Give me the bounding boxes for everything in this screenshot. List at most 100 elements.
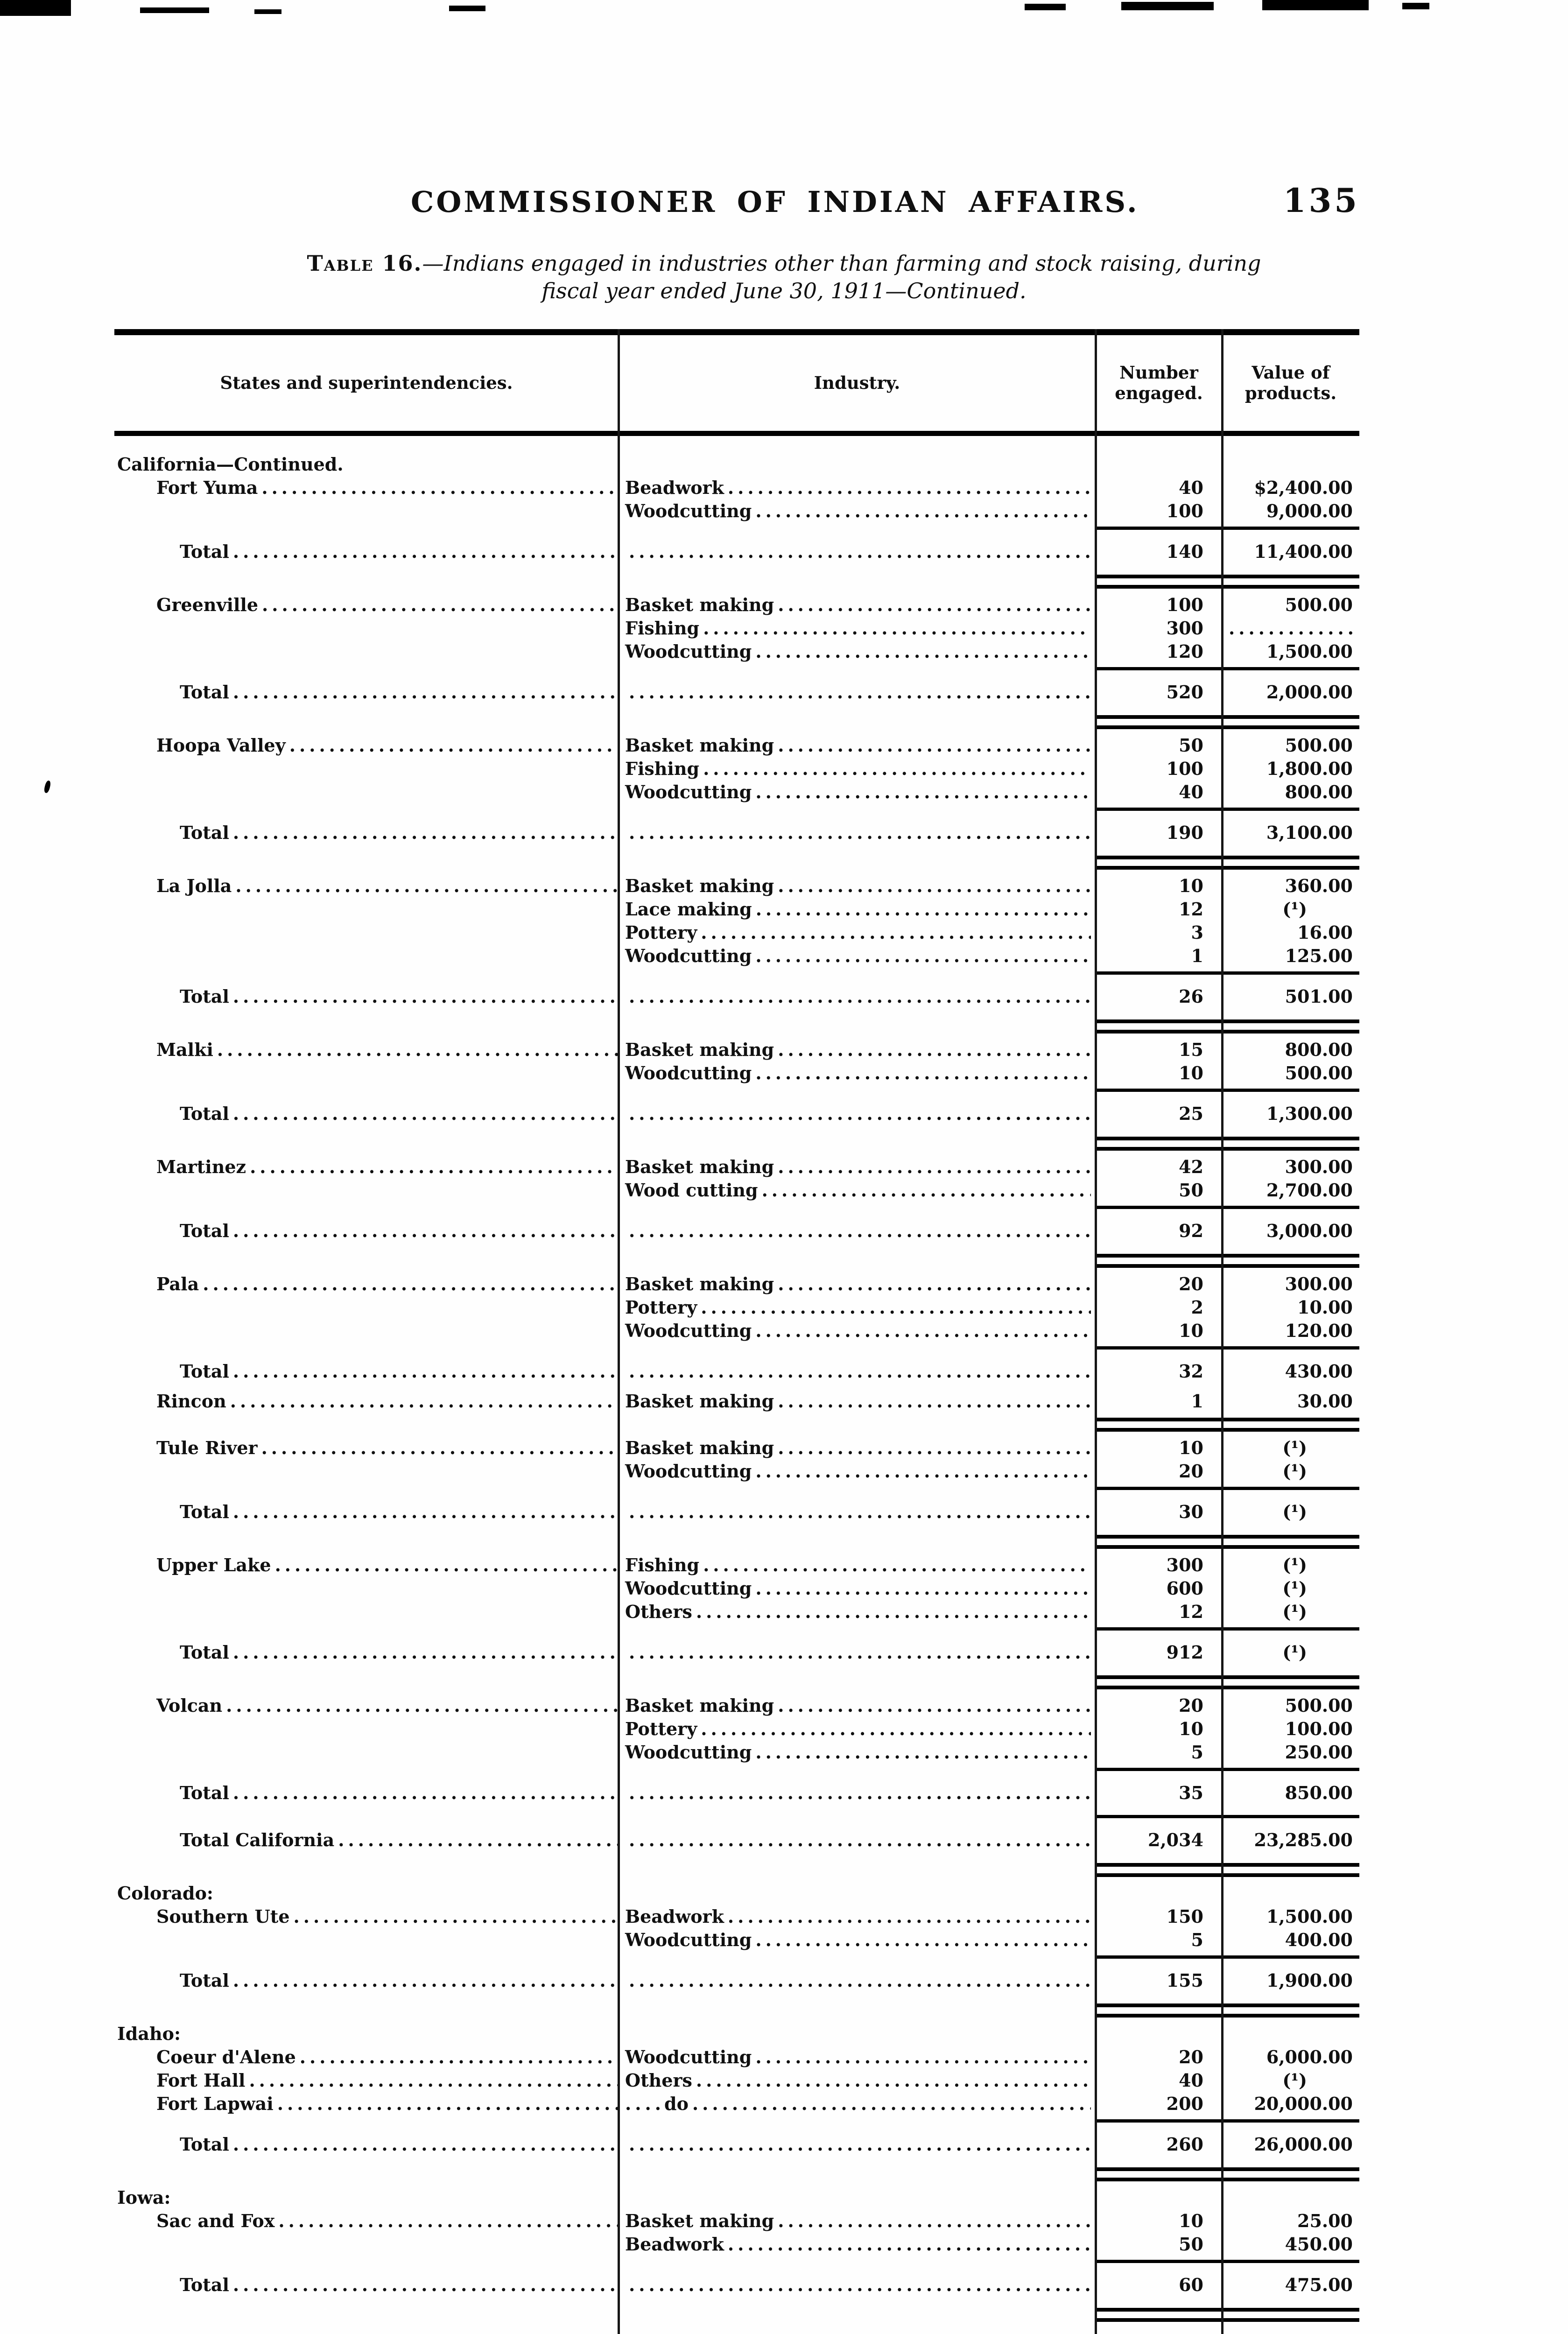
state-name: Fort Yuma xyxy=(156,477,258,498)
number-engaged-cell: 40 xyxy=(1179,781,1203,802)
industry-cell xyxy=(619,1828,1096,1852)
state-name: Upper Lake xyxy=(156,1554,271,1575)
number-engaged-cell: 42 xyxy=(1179,1156,1203,1177)
total-label: Total xyxy=(180,1969,229,1991)
number-engaged-cell: 260 xyxy=(1166,2133,1203,2155)
industry-name: Lace making xyxy=(625,898,752,920)
industry-cell: Basket making xyxy=(619,2209,1096,2233)
industry-cell: Beadwork xyxy=(619,476,1096,499)
table-row: Pala Basket making 20 300.00 xyxy=(114,1272,1359,1296)
state-cell: La Jolla xyxy=(114,874,619,898)
industry-name: Beadwork xyxy=(625,477,724,498)
group-double-rule xyxy=(1096,1253,1359,1268)
dot-leader xyxy=(294,1905,619,1928)
dot-leader xyxy=(755,2046,1091,2069)
state-name: Malki xyxy=(156,1039,213,1060)
dot-leader xyxy=(233,540,619,563)
scan-artifact xyxy=(1121,2,1214,10)
dot-leader xyxy=(233,985,619,1008)
number-engaged-cell: 20 xyxy=(1179,1460,1203,1482)
dot-leader xyxy=(233,821,619,844)
state-cell: Iowa: xyxy=(114,2186,619,2209)
industry-name: Woodcutting xyxy=(625,781,752,802)
table-row: Woodcutting 5 250.00 xyxy=(114,1741,1359,1764)
dot-leader xyxy=(778,1155,1091,1179)
section-row: California—Continued. xyxy=(114,453,1359,476)
dot-leader xyxy=(629,1219,1091,1243)
dot-leader xyxy=(629,1102,1091,1125)
dot-leader xyxy=(696,2069,1091,2092)
column-divider xyxy=(1221,329,1223,2334)
total-label: Total xyxy=(180,1220,229,1241)
industry-cell: Basket making xyxy=(619,1694,1096,1717)
dot-leader xyxy=(230,1390,619,1413)
industry-name: Woodcutting xyxy=(625,1320,752,1341)
table-row: Upper Lake Fishing 300 (¹) xyxy=(114,1554,1359,1577)
group-rule xyxy=(1096,1767,1359,1771)
table-row: Wood cutting 50 2,700.00 xyxy=(114,1179,1359,1202)
state-cell: Total California xyxy=(114,1828,619,1852)
value-cell: 360.00 xyxy=(1285,875,1353,896)
table-row: Pottery 10 100.00 xyxy=(114,1717,1359,1741)
total-row: Total 92 3,000.00 xyxy=(114,1213,1359,1249)
table-row: Martinez Basket making 42 300.00 xyxy=(114,1155,1359,1179)
dot-leader xyxy=(233,1500,619,1524)
industry-name: Beadwork xyxy=(625,1905,724,1927)
page-number: 135 xyxy=(1283,181,1360,220)
state-cell: Martinez xyxy=(114,1155,619,1179)
table-row: Woodcutting 5 400.00 xyxy=(114,1928,1359,1952)
state-name: Sac and Fox xyxy=(156,2210,275,2231)
state-name: Tule River xyxy=(156,1437,258,1458)
table-row: Greenville Basket making 100 500.00 xyxy=(114,593,1359,617)
table-row: Fishing 300 xyxy=(114,617,1359,640)
industry-cell xyxy=(619,1641,1096,1664)
total-row: Total 520 2,000.00 xyxy=(114,674,1359,710)
value-cell: (¹) xyxy=(1282,1554,1307,1575)
number-engaged-cell: 50 xyxy=(1179,734,1203,756)
table-row: Sac and Fox Basket making 10 25.00 xyxy=(114,2209,1359,2233)
table-row: Fort Yuma Beadwork 40 $2,400.00 xyxy=(114,476,1359,499)
total-label: Total xyxy=(180,2274,229,2295)
dot-leader xyxy=(338,1828,619,1852)
col-header-industry: Industry. xyxy=(814,373,900,394)
number-engaged-cell: 300 xyxy=(1166,1554,1203,1575)
state-cell: Total xyxy=(114,1360,619,1383)
state-cell: Total xyxy=(114,681,619,704)
industry-cell: Fishing xyxy=(619,617,1096,640)
dot-leader xyxy=(692,2092,1091,2116)
industry-name: Basket making xyxy=(625,734,774,756)
dot-leader xyxy=(755,1741,1091,1764)
dot-leader xyxy=(277,2092,619,2116)
table-row: Southern Ute Beadwork 150 1,500.00 xyxy=(114,1905,1359,1928)
table-row: Malki Basket making 15 800.00 xyxy=(114,1038,1359,1062)
total-row: Total 25 1,300.00 xyxy=(114,1096,1359,1132)
dot-leader xyxy=(696,1600,1091,1624)
state-cell: Colorado: xyxy=(114,1882,619,1905)
group-double-rule xyxy=(1096,855,1359,870)
dot-leader xyxy=(778,1694,1091,1717)
value-cell: 2,700.00 xyxy=(1266,1179,1353,1201)
dot-leader xyxy=(629,2133,1091,2156)
group-rule xyxy=(1096,1814,1359,1818)
value-cell: (¹) xyxy=(1282,898,1307,920)
industry-name: Others xyxy=(625,2069,692,2091)
number-engaged-cell: 12 xyxy=(1179,898,1203,920)
state-name: Martinez xyxy=(156,1156,246,1177)
section-label: Idaho: xyxy=(117,2023,181,2044)
table-row: Pottery 2 10.00 xyxy=(114,1296,1359,1319)
state-cell: Total xyxy=(114,1969,619,1992)
state-name: Coeur d'Alene xyxy=(156,2046,296,2067)
table-row: Fort Lapwai do 200 20,000.00 xyxy=(114,2092,1359,2116)
total-label: Total xyxy=(180,1782,229,1803)
number-engaged-cell: 150 xyxy=(1166,1905,1203,1927)
number-engaged-cell: 100 xyxy=(1166,500,1203,521)
industry-cell xyxy=(619,1360,1096,1383)
dot-leader xyxy=(755,640,1091,663)
value-cell: 1,500.00 xyxy=(1266,1905,1353,1927)
industry-cell: Woodcutting xyxy=(619,1319,1096,1343)
dot-leader xyxy=(629,2273,1091,2297)
industry-cell: Woodcutting xyxy=(619,1928,1096,1952)
value-cell: 23,285.00 xyxy=(1254,1829,1353,1850)
table-row: Woodcutting 120 1,500.00 xyxy=(114,640,1359,663)
table-row: Beadwork 50 450.00 xyxy=(114,2233,1359,2256)
